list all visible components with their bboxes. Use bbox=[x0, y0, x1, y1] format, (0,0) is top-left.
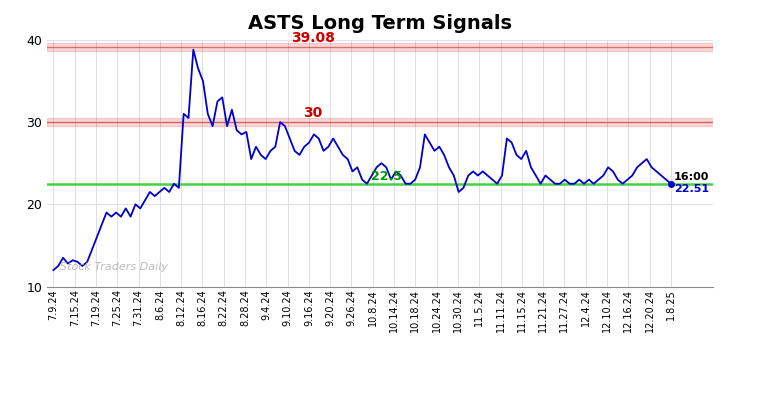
Text: 39.08: 39.08 bbox=[291, 31, 335, 45]
Text: 22.5: 22.5 bbox=[372, 170, 402, 183]
Bar bbox=[47, 118, 713, 126]
Title: ASTS Long Term Signals: ASTS Long Term Signals bbox=[249, 14, 512, 33]
Text: Stock Traders Daily: Stock Traders Daily bbox=[60, 262, 169, 272]
Bar bbox=[47, 43, 713, 51]
Text: 30: 30 bbox=[303, 106, 322, 120]
Text: 16:00: 16:00 bbox=[674, 172, 710, 182]
Text: 22.51: 22.51 bbox=[674, 183, 710, 193]
